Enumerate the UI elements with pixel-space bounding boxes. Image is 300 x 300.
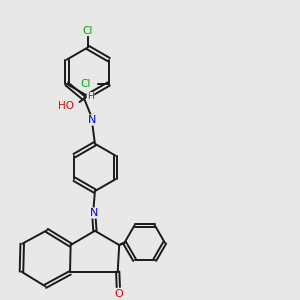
Text: N: N: [88, 115, 96, 125]
Text: HO: HO: [58, 101, 74, 111]
Text: Cl: Cl: [81, 79, 91, 89]
Text: N: N: [90, 208, 98, 218]
Text: Cl: Cl: [82, 26, 93, 36]
Text: O: O: [114, 289, 123, 298]
Text: H: H: [87, 92, 94, 101]
